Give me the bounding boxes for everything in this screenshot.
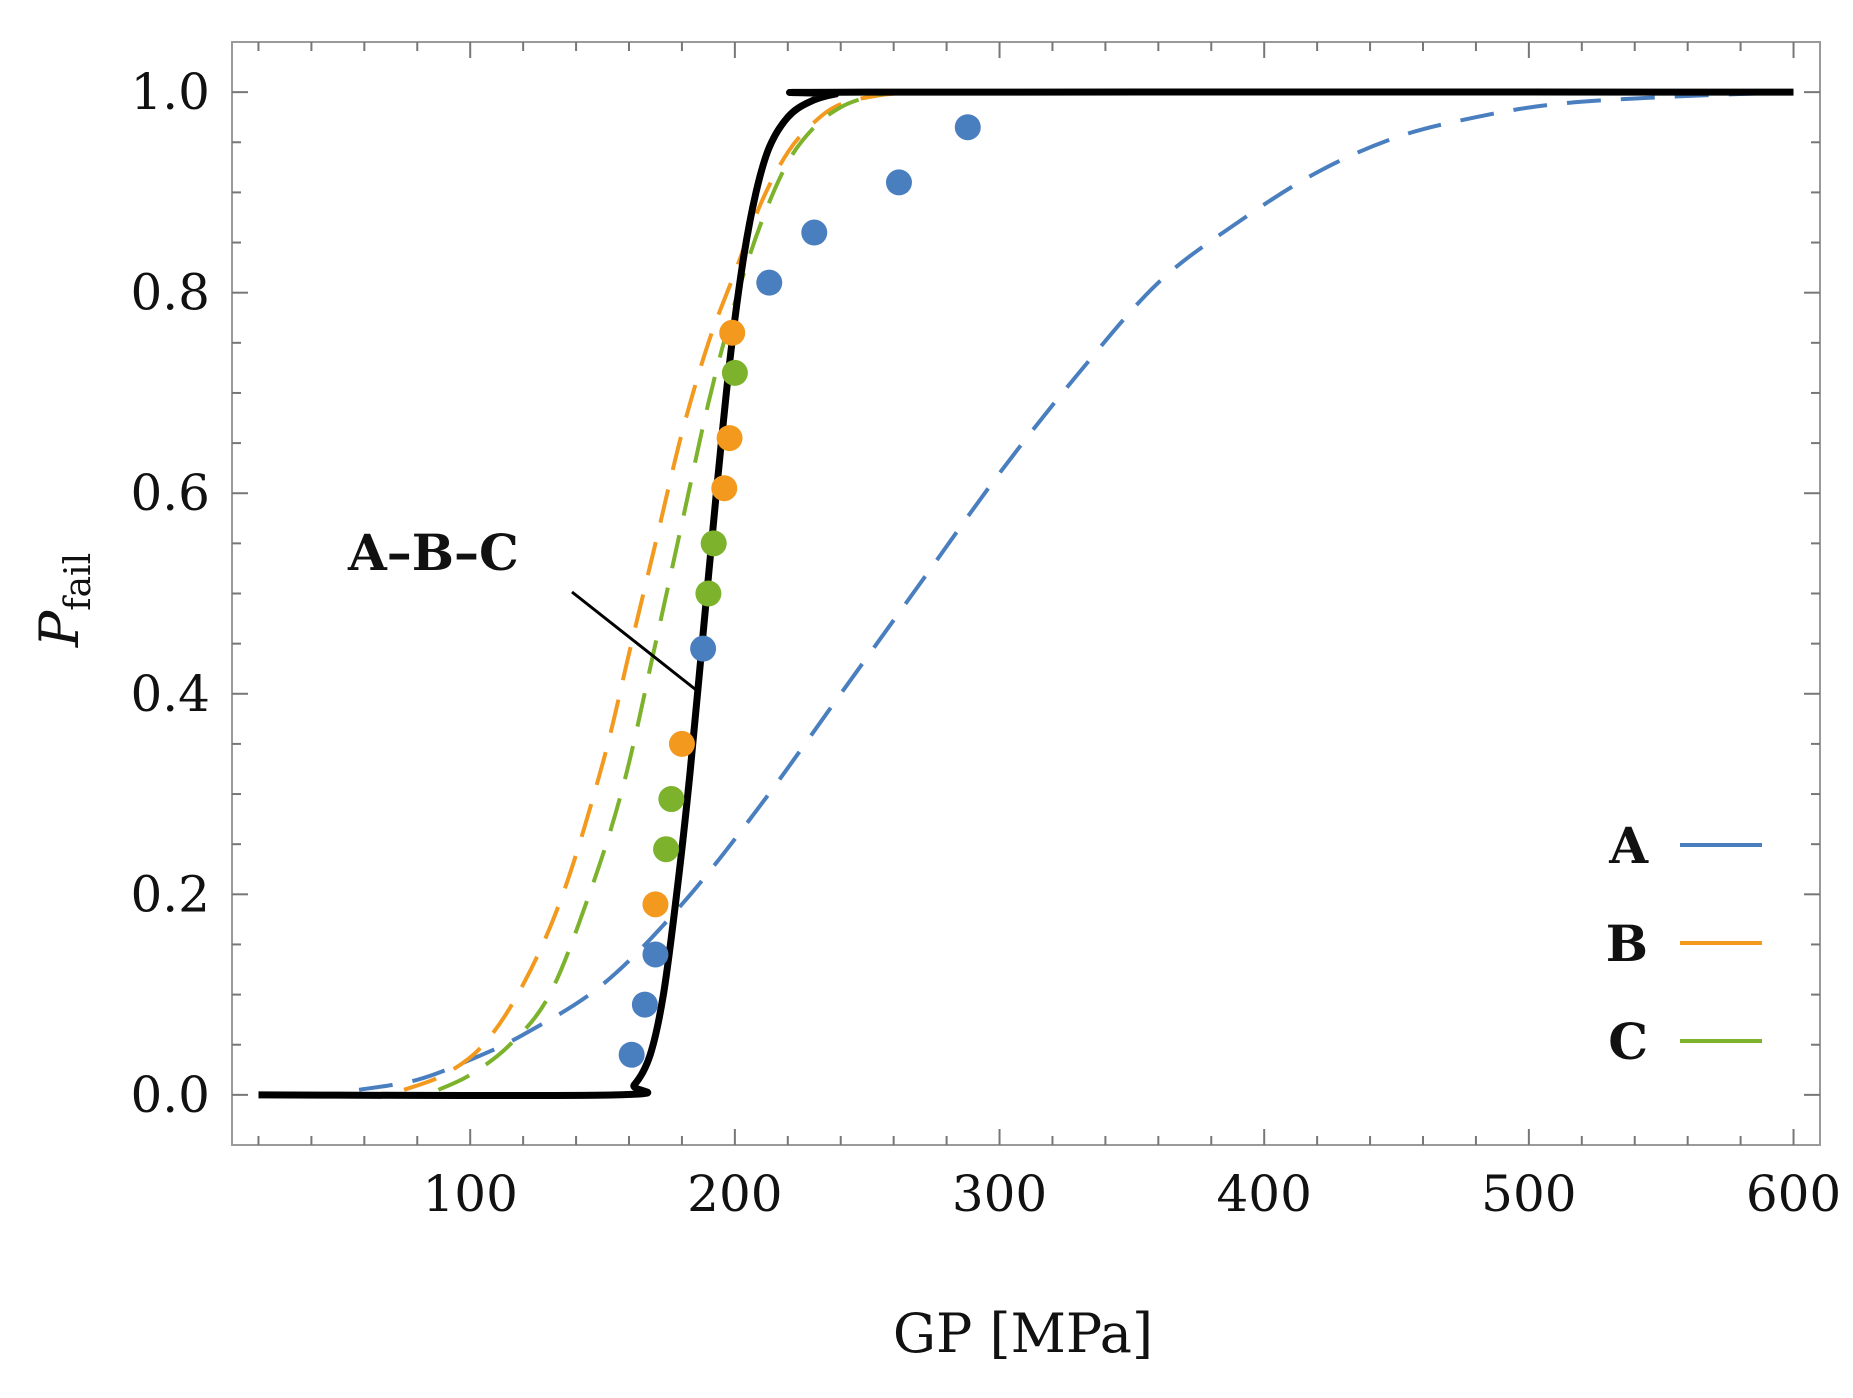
data-point-b — [711, 475, 738, 502]
data-point-a — [690, 635, 717, 662]
x-tick-label: 500 — [1481, 1165, 1576, 1223]
x-tick-label: 400 — [1216, 1165, 1311, 1223]
legend-label: A — [1608, 816, 1649, 875]
series-line-b — [403, 90, 921, 1092]
annotation-pointer — [571, 590, 701, 695]
y-tick-label: 0.0 — [130, 1066, 210, 1124]
data-point-b — [719, 319, 746, 346]
y-axis-title-main: P — [28, 609, 91, 648]
data-points-layer — [618, 114, 981, 1068]
y-tick-label: 0.4 — [130, 665, 210, 723]
data-point-b — [716, 425, 743, 452]
series-layer — [258, 88, 1794, 1100]
data-point-b — [668, 730, 695, 757]
y-axis-title-subscript: fail — [58, 553, 99, 611]
series-line-c — [437, 90, 895, 1092]
series-line-a-b-c — [258, 88, 1794, 1100]
annotation-label: A–B–C — [347, 523, 519, 582]
legend: ABC — [1606, 816, 1762, 1071]
series-line-a — [358, 90, 1794, 1092]
svg-text:Pfail: Pfail — [28, 553, 99, 648]
data-point-c — [721, 359, 748, 386]
data-point-c — [653, 836, 680, 863]
data-point-c — [695, 580, 722, 607]
y-tick-label: 0.6 — [130, 464, 210, 522]
x-tick-label: 100 — [422, 1165, 517, 1223]
data-point-a — [954, 114, 981, 141]
x-tick-label: 200 — [687, 1165, 782, 1223]
data-point-a — [756, 269, 783, 296]
x-axis-title: GP [MPa] — [893, 1302, 1153, 1365]
legend-label: B — [1606, 914, 1648, 973]
data-point-a — [631, 991, 658, 1018]
y-tick-label: 0.2 — [130, 865, 210, 923]
x-tick-label: 300 — [952, 1165, 1047, 1223]
x-tick-label: 600 — [1746, 1165, 1841, 1223]
data-point-c — [658, 786, 685, 813]
data-point-a — [801, 219, 828, 246]
y-axis-title: Pfail — [28, 553, 99, 648]
data-point-a — [642, 941, 669, 968]
legend-label: C — [1608, 1012, 1648, 1071]
data-point-c — [700, 530, 727, 557]
y-tick-label: 1.0 — [130, 63, 210, 121]
data-point-b — [642, 891, 669, 918]
plot-frame — [231, 41, 1821, 1146]
data-point-a — [885, 169, 912, 196]
data-point-a — [618, 1041, 645, 1068]
y-tick-label: 0.8 — [130, 264, 210, 322]
axis-ticks: 100 200 300 400 500 600 0.0 0.2 0.4 0.6 0.8 1.0 — [130, 42, 1841, 1223]
